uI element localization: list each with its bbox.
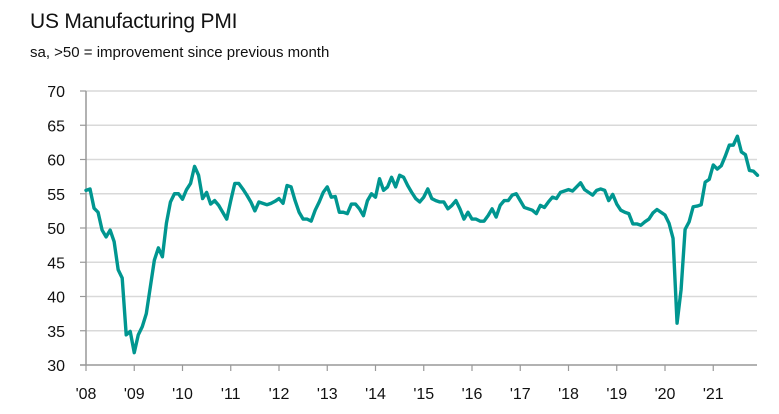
x-tick-label: '13 bbox=[317, 386, 338, 403]
y-axis-ticks: 30 35 40 45 50 55 60 65 70 bbox=[47, 84, 86, 375]
x-tick-label: '17 bbox=[510, 386, 531, 403]
gridlines bbox=[86, 90, 757, 332]
x-tick-label: '09 bbox=[124, 386, 145, 403]
chart-title: US Manufacturing PMI bbox=[30, 10, 238, 33]
x-tick-label: '21 bbox=[703, 386, 724, 403]
y-tick-label: 60 bbox=[47, 153, 65, 170]
x-tick-label: '18 bbox=[558, 386, 579, 403]
x-tick-label: '19 bbox=[606, 386, 627, 403]
y-tick-label: 30 bbox=[47, 358, 65, 375]
y-tick-label: 40 bbox=[47, 290, 65, 307]
series-group bbox=[84, 134, 760, 355]
x-tick-label: '12 bbox=[269, 386, 290, 403]
series-line-us-manufacturing-pmi bbox=[84, 134, 760, 355]
chart-subtitle: sa, >50 = improvement since previous mon… bbox=[30, 44, 330, 61]
y-tick-label: 45 bbox=[47, 255, 65, 272]
x-tick-label: '15 bbox=[413, 386, 434, 403]
x-tick-label: '20 bbox=[655, 386, 676, 403]
x-tick-label: '08 bbox=[76, 386, 97, 403]
y-tick-label: 35 bbox=[47, 324, 65, 341]
y-tick-label: 55 bbox=[47, 187, 65, 204]
x-tick-label: '10 bbox=[172, 386, 193, 403]
x-tick-label: '11 bbox=[221, 386, 241, 403]
y-tick-label: 50 bbox=[47, 221, 65, 238]
y-tick-label: 65 bbox=[47, 118, 65, 135]
y-tick-label: 70 bbox=[47, 84, 65, 101]
x-tick-label: '16 bbox=[462, 386, 483, 403]
x-axis-ticks: '08 '09 '10 '11 '12 '13 '14 '15 '16 '17 '18 '19 '20 '… bbox=[76, 365, 724, 403]
x-tick-label: '14 bbox=[365, 386, 386, 403]
